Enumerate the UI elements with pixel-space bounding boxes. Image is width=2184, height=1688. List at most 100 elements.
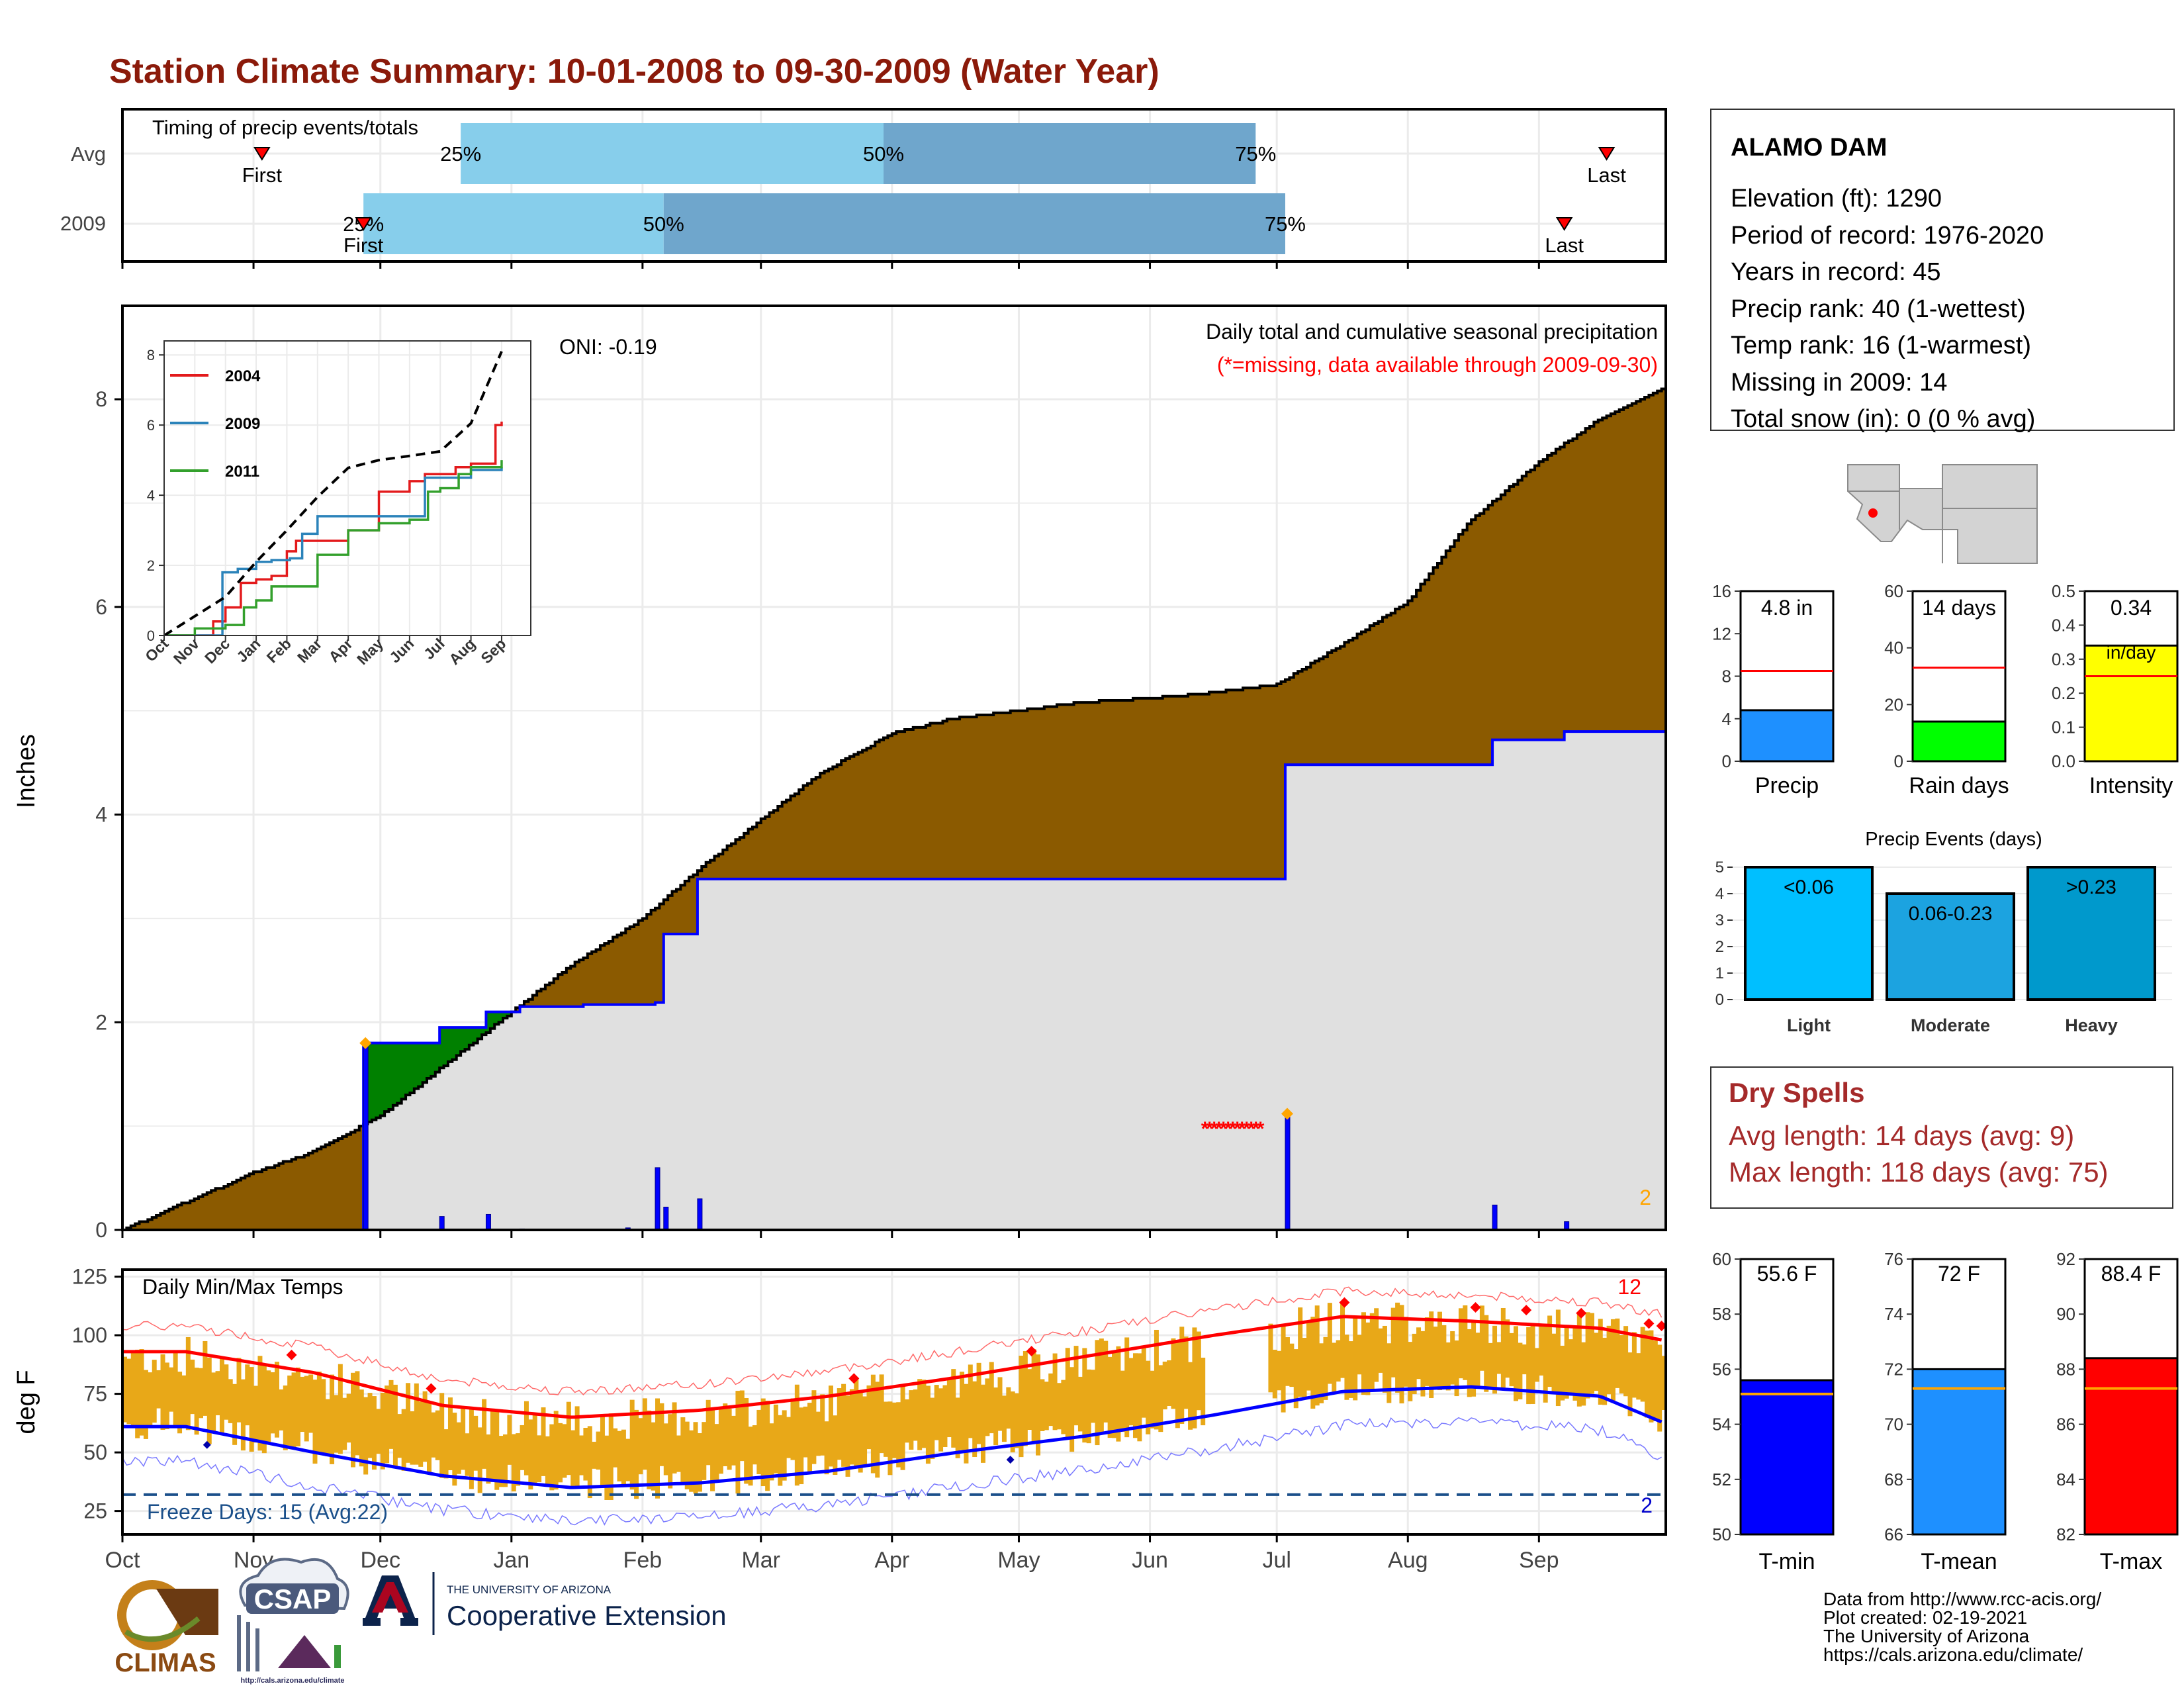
timing-row-2009-label: 2009 bbox=[60, 212, 106, 235]
temp-stat-tick-label-0-4: 58 bbox=[1712, 1304, 1731, 1324]
daily-temp-bar-219 bbox=[1048, 1373, 1054, 1427]
mini-bar-name-0: Precip bbox=[1755, 773, 1819, 798]
precip-y-label: Inches bbox=[13, 734, 40, 808]
events-tick-label-0: 0 bbox=[1715, 991, 1724, 1009]
inset-legend-label-2011: 2011 bbox=[225, 463, 259, 481]
daily-temp-bar-362 bbox=[1653, 1340, 1658, 1421]
page-title: Station Climate Summary: 10-01-2008 to 0… bbox=[109, 52, 1160, 91]
mini-bar-tick-label-1-0: 0 bbox=[1894, 751, 1903, 771]
daily-temp-bar-216 bbox=[1036, 1354, 1041, 1456]
daily-temp-bar-142 bbox=[723, 1403, 728, 1467]
temp-stat-tick-label-0-2: 54 bbox=[1712, 1415, 1731, 1434]
missing-marker-2: * bbox=[1210, 1118, 1218, 1140]
missing-marker-12: * bbox=[1257, 1118, 1265, 1140]
mini-bar-tick-label-2-2: 0.2 bbox=[2052, 683, 2075, 703]
ua-logo-big-text: Cooperative Extension bbox=[447, 1600, 727, 1631]
record-day-marker-8 bbox=[1281, 1107, 1293, 1120]
daily-temp-bar-5 bbox=[143, 1370, 148, 1439]
daily-temp-bar-15 bbox=[185, 1336, 191, 1430]
temp-y-axis: 25 50 75 100 125 bbox=[72, 1265, 122, 1523]
station-info-box: ALAMO DAM Elevation (ft): 1290 Period of… bbox=[1710, 109, 2175, 433]
inset-ytick-label-3: 6 bbox=[147, 417, 155, 434]
month-label-Feb: Feb bbox=[623, 1548, 662, 1573]
daily-temp-bar-344 bbox=[1576, 1313, 1582, 1407]
daily-temp-bar-111 bbox=[592, 1442, 597, 1469]
daily-precip-bar-7 bbox=[697, 1198, 703, 1230]
daily-temp-bar-162 bbox=[807, 1403, 813, 1474]
daily-temp-bar-128 bbox=[663, 1423, 668, 1476]
events-bar-label-0: <0.06 bbox=[1784, 876, 1834, 898]
missing-marker-3: * bbox=[1215, 1118, 1223, 1140]
daily-temp-bar-326 bbox=[1500, 1307, 1506, 1389]
daily-temp-bar-187 bbox=[913, 1389, 918, 1441]
temp-stat-tick-label-1-5: 76 bbox=[1884, 1249, 1903, 1269]
timing-first-marker-0 bbox=[253, 147, 271, 161]
daily-temp-bar-32 bbox=[257, 1356, 263, 1451]
record-day-marker-0 bbox=[359, 1037, 372, 1049]
daily-temp-bar-9 bbox=[160, 1354, 165, 1430]
temp-stat-tick-label-1-1: 68 bbox=[1884, 1470, 1903, 1489]
daily-precip-bar-2 bbox=[485, 1213, 491, 1230]
precip-stat-bars: 0 4 8 12 16 4.8 in Precip 0 20 40 60 14 days Rain da… bbox=[1712, 581, 2179, 798]
mini-bar-label-0: 4.8 in bbox=[1761, 596, 1813, 620]
daily-temp-bar-47 bbox=[321, 1379, 326, 1454]
events-category-0: Light bbox=[1787, 1015, 1831, 1035]
daily-temp-bar-226 bbox=[1077, 1376, 1083, 1432]
daily-temp-bar-163 bbox=[811, 1390, 817, 1464]
timing-p50-1: 50% bbox=[643, 212, 684, 236]
daily-temp-bar-332 bbox=[1526, 1327, 1531, 1405]
daily-temp-bar-197 bbox=[955, 1397, 960, 1458]
daily-temp-bar-292 bbox=[1357, 1335, 1362, 1375]
daily-temp-bar-39 bbox=[287, 1375, 293, 1449]
daily-temp-bar-31 bbox=[253, 1385, 259, 1443]
inset-series-2011 bbox=[164, 460, 503, 635]
inset-frame bbox=[163, 340, 531, 636]
daily-temp-bar-169 bbox=[837, 1388, 842, 1460]
daily-temp-bar-188 bbox=[917, 1379, 923, 1450]
daily-temp-bar-123 bbox=[642, 1398, 647, 1470]
daily-temp-bar-102 bbox=[553, 1411, 559, 1490]
daily-temp-bar-34 bbox=[266, 1370, 271, 1444]
month-label-Jan: Jan bbox=[493, 1548, 529, 1573]
daily-temp-bar-224 bbox=[1069, 1367, 1075, 1452]
temp-stat-tick-label-1-3: 72 bbox=[1884, 1359, 1903, 1379]
inset-series-avg bbox=[164, 351, 503, 635]
daily-temp-bar-2 bbox=[130, 1352, 136, 1428]
mini-bar-tick-label-0-1: 4 bbox=[1722, 709, 1731, 729]
missing-marker-11: * bbox=[1252, 1118, 1260, 1140]
daily-temp-bar-360 bbox=[1645, 1331, 1650, 1418]
climas-logo-text: CLIMAS bbox=[114, 1648, 216, 1677]
precip-y-axis: 0 2 4 6 8 bbox=[95, 387, 122, 1242]
temp-ytick-label-4: 125 bbox=[72, 1265, 107, 1289]
inset-bg bbox=[164, 341, 531, 635]
daily-temp-bar-315 bbox=[1454, 1340, 1459, 1397]
daily-temp-bar-252 bbox=[1188, 1362, 1193, 1430]
temp-stat-tick-label-1-2: 70 bbox=[1884, 1415, 1903, 1434]
daily-temp-bar-127 bbox=[659, 1403, 664, 1466]
daily-temp-bar-320 bbox=[1475, 1333, 1480, 1389]
daily-temp-bar-91 bbox=[507, 1415, 512, 1465]
daily-temp-bar-56 bbox=[359, 1389, 364, 1467]
daily-temp-bar-68 bbox=[410, 1411, 415, 1465]
mini-bar-tick-label-1-3: 60 bbox=[1884, 581, 1903, 601]
daily-temp-bar-345 bbox=[1581, 1342, 1586, 1406]
mini-bar-label2-2: in/day bbox=[2107, 642, 2156, 663]
daily-temp-bar-77 bbox=[447, 1397, 453, 1471]
daily-temp-bar-155 bbox=[778, 1415, 783, 1486]
credit-plot-date: Plot created: 02-19-2021 bbox=[1823, 1607, 2027, 1628]
daily-temp-bar-204 bbox=[985, 1378, 990, 1436]
daily-temp-bar-175 bbox=[862, 1396, 868, 1467]
daily-temp-bar-137 bbox=[702, 1422, 707, 1480]
daily-temp-bar-152 bbox=[765, 1400, 770, 1491]
temp-stat-tick-label-0-0: 50 bbox=[1712, 1524, 1731, 1544]
mini-bar-label-1: 14 days bbox=[1922, 596, 1996, 620]
daily-temp-bar-355 bbox=[1623, 1326, 1629, 1397]
daily-temp-bar-87 bbox=[490, 1409, 495, 1482]
precip-ytick-label-3: 6 bbox=[95, 595, 107, 619]
timing-label: Timing of precip events/totals bbox=[152, 116, 418, 139]
temp-stat-name-1: T-mean bbox=[1921, 1549, 1997, 1574]
station-snow: Total snow (in): 0 (0 % avg) bbox=[1731, 405, 2035, 433]
daily-temp-bar-158 bbox=[790, 1398, 796, 1460]
mini-bar-tick-label-0-3: 12 bbox=[1712, 624, 1731, 643]
